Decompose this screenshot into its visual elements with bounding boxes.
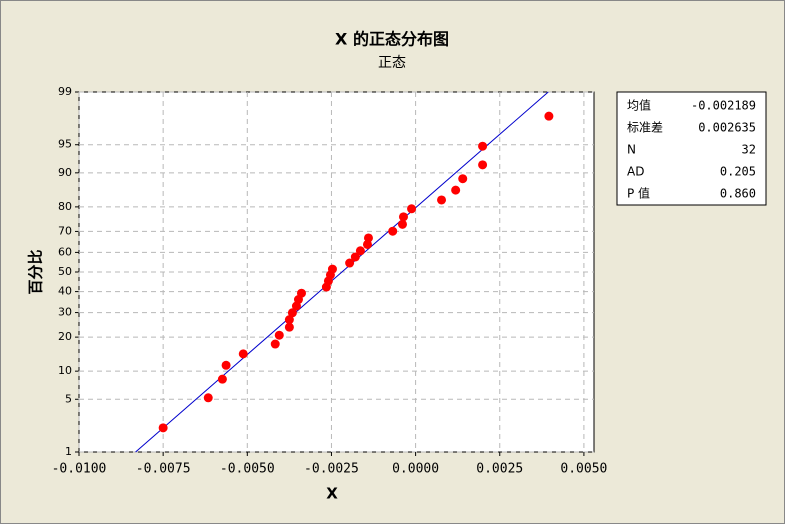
y-tick-label: 95 xyxy=(58,138,72,151)
stat-label: 均值 xyxy=(627,98,651,113)
data-point xyxy=(397,219,407,229)
data-point xyxy=(345,258,355,268)
y-tick-label: 50 xyxy=(58,265,72,278)
x-tick-label: 0.0000 xyxy=(392,462,439,477)
x-tick-label: -0.0075 xyxy=(136,462,191,477)
data-point xyxy=(398,212,408,222)
data-point xyxy=(274,330,284,340)
y-tick-label: 80 xyxy=(58,200,72,213)
data-point xyxy=(327,264,337,274)
data-point xyxy=(451,185,461,195)
stat-label: P 值 xyxy=(627,186,650,201)
fit-line xyxy=(135,91,549,453)
y-axis-label: 百分比 xyxy=(27,249,45,294)
stat-value: -0.002189 xyxy=(691,99,756,113)
data-point xyxy=(158,423,168,433)
data-point xyxy=(287,308,297,318)
stat-value: 0.860 xyxy=(720,187,756,201)
data-point xyxy=(284,322,294,332)
y-tick-label: 1 xyxy=(65,445,72,458)
y-tick-label: 30 xyxy=(58,306,72,319)
data-point xyxy=(270,339,280,349)
x-tick-label: -0.0025 xyxy=(304,462,359,477)
plot-area xyxy=(78,91,595,453)
data-point xyxy=(238,349,248,359)
data-point xyxy=(217,374,227,384)
y-tick-label: 60 xyxy=(58,245,72,258)
y-tick-label: 20 xyxy=(58,330,72,343)
chart-title: X 的正态分布图 xyxy=(335,30,449,49)
x-tick-label: 0.0025 xyxy=(476,462,523,477)
x-tick-label: 0.0050 xyxy=(560,462,607,477)
data-point xyxy=(363,233,373,243)
y-tick-label: 40 xyxy=(58,285,72,298)
y-tick-label: 70 xyxy=(58,224,72,237)
data-point xyxy=(407,204,417,214)
data-point xyxy=(388,226,398,236)
y-tick-label: 10 xyxy=(58,364,72,377)
stat-value: 32 xyxy=(742,143,756,157)
stat-value: 0.205 xyxy=(720,165,756,179)
x-tick-label: -0.0100 xyxy=(52,462,107,477)
y-tick-label: 90 xyxy=(58,166,72,179)
data-point xyxy=(296,288,306,298)
y-tick-label: 99 xyxy=(58,85,72,98)
x-axis-label: X xyxy=(326,485,338,503)
stat-label: 标准差 xyxy=(627,121,663,135)
stat-label: AD xyxy=(627,165,644,179)
stat-label: N xyxy=(627,143,636,157)
data-point xyxy=(478,160,488,170)
data-point xyxy=(458,174,468,184)
stat-value: 0.002635 xyxy=(698,121,756,135)
data-point xyxy=(350,252,360,262)
data-point xyxy=(544,111,554,121)
data-point xyxy=(284,315,294,325)
data-point xyxy=(437,195,447,205)
data-point xyxy=(478,141,488,151)
data-point xyxy=(355,246,365,256)
x-tick-label: -0.0050 xyxy=(220,462,275,477)
data-point xyxy=(221,360,231,370)
chart-subtitle: 正态 xyxy=(378,55,406,71)
y-tick-label: 5 xyxy=(65,392,72,405)
data-point xyxy=(203,393,213,403)
stats-box xyxy=(616,91,767,206)
